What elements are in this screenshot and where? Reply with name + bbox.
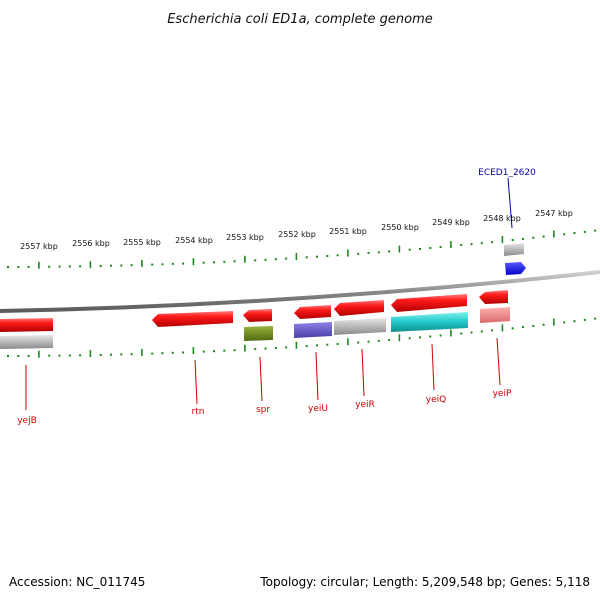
- spr-box: [244, 326, 273, 341]
- yeiR-box: [334, 318, 386, 335]
- accession-text: Accession: NC_011745: [9, 575, 145, 589]
- yejB-box: [0, 335, 53, 349]
- genome-backbone: [0, 270, 600, 313]
- gene-spr[interactable]: [243, 309, 273, 341]
- yeiQ-box: [391, 312, 468, 332]
- scale-label: 2556 kbp: [72, 239, 110, 248]
- ECED1_2620-leader: [507, 177, 513, 229]
- scale-label: 2551 kbp: [329, 227, 367, 236]
- yeiU-arrow: [294, 305, 331, 319]
- gene-yeiP[interactable]: [479, 290, 510, 323]
- scale-label: 2554 kbp: [175, 236, 213, 245]
- gene-label-yejB: yejB: [17, 416, 37, 426]
- yeiR-leader: [361, 348, 365, 397]
- upper-scale-ticks: [7, 229, 597, 269]
- yeiP-arrow: [479, 290, 508, 304]
- gene-ECED1_2620[interactable]: [504, 243, 526, 275]
- ECED1_2620-arrow: [505, 262, 526, 275]
- lower-scale-ticks: [7, 317, 597, 358]
- gene-leader-lines: [25, 337, 501, 410]
- scale-label: 2553 kbp: [226, 233, 264, 242]
- spr-leader: [259, 356, 263, 402]
- scale-label: 2555 kbp: [123, 238, 161, 247]
- gene-label-rtn: rtn: [192, 407, 205, 417]
- scale-label: 2549 kbp: [432, 218, 470, 227]
- map-title: Escherichia coli ED1a, complete genome: [167, 12, 433, 27]
- yeiU-leader: [315, 351, 319, 401]
- yejB-arrow: [0, 318, 53, 332]
- gene-yeiQ[interactable]: [391, 294, 468, 332]
- yeiR-arrow: [334, 300, 384, 316]
- scale-label: 2550 kbp: [381, 223, 419, 232]
- gene-label-spr: spr: [256, 405, 270, 415]
- gene-label-yeiQ: yeiQ: [426, 395, 446, 405]
- gene-yeiR[interactable]: [334, 300, 386, 335]
- gene-labels: yejB rtn spr yeiU yeiR yeiQ yeiP: [17, 389, 512, 426]
- yeiQ-leader: [431, 343, 435, 391]
- gene-yeiU[interactable]: [294, 305, 332, 338]
- genome-summary-text: Topology: circular; Length: 5,209,548 bp…: [259, 575, 590, 589]
- gene-label-yeiP: yeiP: [493, 389, 512, 399]
- gene-yejB[interactable]: [0, 318, 53, 349]
- yeiP-box: [480, 307, 510, 323]
- spr-arrow: [243, 309, 272, 322]
- gene-rtn[interactable]: [152, 311, 233, 327]
- gene-label-yeiU: yeiU: [308, 404, 328, 414]
- yeiU-box: [294, 322, 332, 338]
- gene-label-ECED1_2620: ECED1_2620: [478, 168, 536, 178]
- scale-label: 2552 kbp: [278, 230, 316, 239]
- yeiQ-arrow: [391, 294, 467, 312]
- rtn-leader: [194, 359, 198, 405]
- scale-label: 2557 kbp: [20, 242, 58, 251]
- scale-label: 2548 kbp: [483, 214, 521, 223]
- scale-label: 2547 kbp: [535, 209, 573, 218]
- scale-labels: 2557 kbp 2556 kbp 2555 kbp 2554 kbp 2553…: [20, 209, 573, 251]
- yeiP-leader: [496, 337, 501, 386]
- rtn-arrow: [152, 311, 233, 327]
- gene-label-yeiR: yeiR: [355, 400, 375, 410]
- ECED1_2620-box: [504, 243, 524, 256]
